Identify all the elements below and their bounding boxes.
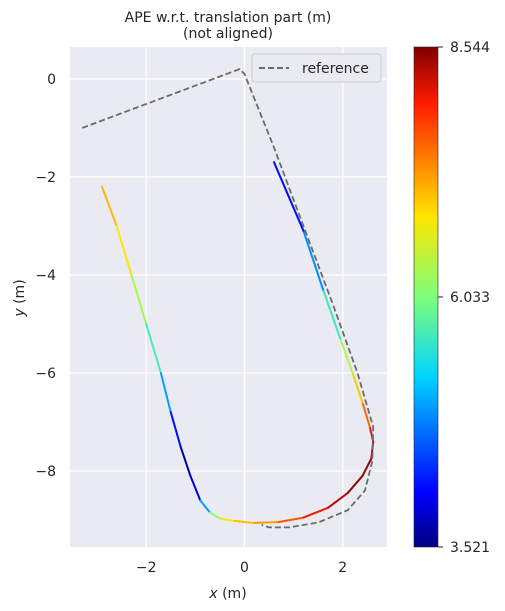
legend-reference-label: reference [302,61,369,77]
reference-line [81,68,375,529]
y-tick-label: 0 [47,72,56,88]
trajectory-segment [179,445,192,477]
y-tick-label: −4 [35,268,56,284]
grid [70,47,387,547]
x-tick-label: 2 [338,560,347,576]
colorbar-ticks: 3.521 6.033 8.544 [438,40,490,556]
x-tick-label: −2 [136,560,157,576]
trajectory-segment [115,224,133,276]
y-tick-label: −6 [35,366,56,382]
colorbar-tick-label: 3.521 [450,540,490,556]
x-tick-label: 0 [240,560,249,576]
trajectory-segment [199,499,212,514]
trajectory-segment [327,492,349,509]
trajectory-segment [169,411,182,448]
trajectory-segment [100,185,118,227]
colorbar-tick-label: 8.544 [450,40,490,56]
trajectory-segment [302,506,330,519]
y-axis-label-var: y [12,308,28,318]
plot-lines [81,68,375,529]
trajectory-segment [253,521,280,524]
trajectory-segment [361,401,371,428]
trajectory-segment [233,520,256,524]
y-tick-label: −2 [35,170,56,186]
y-axis-label: y (m) [12,279,28,317]
trajectory-segment [145,322,162,374]
y-tick-label: −8 [35,464,56,480]
trajectory-segment [339,337,354,374]
chart-subtitle: (not aligned) [183,26,273,42]
legend-box [251,53,382,83]
trajectory-segment [346,474,364,495]
x-tick-labels: −2 0 2 [136,560,347,576]
x-axis-label-var: x [208,586,218,602]
y-tick-labels: 0 −2 −4 −6 −8 [35,72,56,480]
x-axis-label: x (m) [208,586,246,602]
trajectory-segment [272,161,305,232]
trajectory-segment [277,516,305,523]
trajectory-segment [209,511,221,520]
trajectory-segment [189,474,202,502]
y-axis-label-unit: (m) [12,279,28,308]
plot-area [70,47,387,547]
trajectory-segment [159,371,172,414]
trajectory-segment [218,517,236,523]
trajectory-segment [130,273,148,325]
trajectory-segment [361,457,373,477]
colorbar-tick-label: 6.033 [450,290,490,306]
x-axis-label-unit: (m) [218,586,247,602]
legend: reference [251,53,382,83]
trajectory-segment [351,371,364,404]
trajectory-segment [322,288,342,340]
chart-title: APE w.r.t. translation part (m) [125,10,332,26]
trajectory-segment [302,229,325,291]
colorbar [413,46,439,548]
